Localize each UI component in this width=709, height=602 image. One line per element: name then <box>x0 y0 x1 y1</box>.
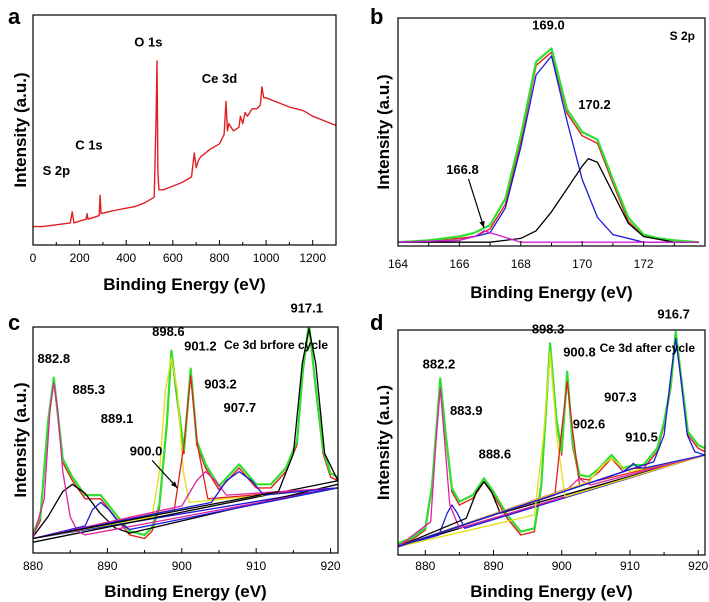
y-axis-title: Intensity (a.u.) <box>11 382 30 497</box>
series-line <box>398 387 705 548</box>
y-axis-title: Intensity (a.u.) <box>374 385 393 500</box>
arrow-head <box>170 481 178 488</box>
x-axis-title: Binding Energy (eV) <box>104 582 266 601</box>
series-group <box>398 47 699 244</box>
peak-label: S 2p <box>43 163 71 178</box>
peak-label: 903.2 <box>204 376 237 391</box>
series-line <box>33 60 336 228</box>
series-line <box>33 470 338 540</box>
x-tick-label: 880 <box>23 559 43 573</box>
x-tick-label: 800 <box>209 251 229 265</box>
panel-a: a 0 200 400 600 800 1000 1200 Binding Energy (eV… <box>8 4 337 294</box>
plot-frame <box>32 326 339 554</box>
plot-frame <box>397 329 706 556</box>
panel-title: S 2p <box>670 29 695 43</box>
x-tick-label: 400 <box>116 251 136 265</box>
series-line <box>398 157 699 243</box>
x-tick-label: 910 <box>620 559 640 573</box>
x-axis-title: Binding Energy (eV) <box>470 582 632 601</box>
x-tick-label: 1000 <box>253 251 280 265</box>
peak-label: 910.5 <box>625 430 658 445</box>
x-tick-label: 900 <box>172 559 192 573</box>
panel-letter: a <box>8 4 21 29</box>
peak-label: 170.2 <box>578 97 611 112</box>
x-tick-label: 890 <box>97 559 117 573</box>
series-line <box>33 328 338 540</box>
x-tick-label: 200 <box>70 251 90 265</box>
panel-letter: d <box>370 310 383 335</box>
peak-label: C 1s <box>75 137 102 152</box>
peak-label: 907.7 <box>224 400 257 415</box>
annotation-arrow <box>467 178 485 228</box>
series-group <box>33 60 336 228</box>
x-tick-label: 890 <box>483 559 503 573</box>
peak-label: 907.3 <box>604 390 637 405</box>
series-line <box>33 487 338 540</box>
y-axis-title: Intensity (a.u.) <box>374 74 393 189</box>
peak-label: 888.6 <box>479 446 512 461</box>
series-line <box>398 454 705 548</box>
x-tick-label: 600 <box>163 251 183 265</box>
series-line <box>33 327 338 537</box>
peak-label: 889.1 <box>101 411 134 426</box>
panel-letter: b <box>370 4 383 29</box>
panel-c: c 880 890 900 910 920 Binding Energy (eV) Inten… <box>8 301 341 601</box>
series-group <box>398 330 705 548</box>
series-line <box>398 351 705 548</box>
x-tick-label: 1200 <box>299 251 326 265</box>
peak-label: 166.8 <box>446 162 479 177</box>
x-axis-title: Binding Energy (eV) <box>470 283 632 302</box>
x-tick-label: 168 <box>511 257 531 271</box>
peak-label: 882.2 <box>423 356 456 371</box>
panel-title: Ce 3d brfore cycle <box>224 338 328 352</box>
peak-label: 885.3 <box>73 382 106 397</box>
peak-label: O 1s <box>134 34 162 49</box>
x-tick-label: 900 <box>552 559 572 573</box>
series-line <box>398 51 699 243</box>
x-tick-label: 170 <box>572 257 592 271</box>
series-line <box>398 47 699 244</box>
peak-label: 883.9 <box>450 403 483 418</box>
x-tick-label: 880 <box>415 559 435 573</box>
peak-label: 169.0 <box>532 17 565 32</box>
peak-label: 900.0 <box>130 443 163 458</box>
peak-label: Ce 3d <box>202 71 237 86</box>
x-tick-label: 920 <box>688 559 708 573</box>
panel-letter: c <box>8 310 20 335</box>
series-line <box>33 470 338 540</box>
x-tick-label: 164 <box>388 257 408 271</box>
x-tick-label: 172 <box>634 257 654 271</box>
x-tick-label: 166 <box>449 257 469 271</box>
peak-label: 917.1 <box>290 301 323 316</box>
x-tick-label: 910 <box>246 559 266 573</box>
peak-label: 882.8 <box>38 351 71 366</box>
peak-label: 898.6 <box>152 324 185 339</box>
peak-label: 900.8 <box>563 345 596 360</box>
peak-label: 916.7 <box>657 306 690 321</box>
x-tick-label: 0 <box>30 251 37 265</box>
panel-d: d 880 890 900 910 920 Binding Energy (eV) Inten… <box>370 306 709 601</box>
series-line <box>398 337 705 548</box>
x-axis-title: Binding Energy (eV) <box>103 275 265 294</box>
series-line <box>33 357 338 540</box>
series-line <box>398 454 705 548</box>
arrow-head <box>479 220 485 228</box>
y-axis-title: Intensity (a.u.) <box>11 72 30 187</box>
series-line <box>398 230 699 243</box>
x-tick-label: 920 <box>321 559 341 573</box>
peak-label: 898.3 <box>532 321 565 336</box>
peak-label: 901.2 <box>184 339 217 354</box>
series-line <box>33 382 338 539</box>
panel-title: Ce 3d after cycle <box>600 341 696 355</box>
series-line <box>33 483 338 538</box>
series-line <box>398 55 699 243</box>
plot-frame <box>32 14 337 246</box>
series-group <box>33 327 338 543</box>
peak-label: 902.6 <box>573 416 606 431</box>
